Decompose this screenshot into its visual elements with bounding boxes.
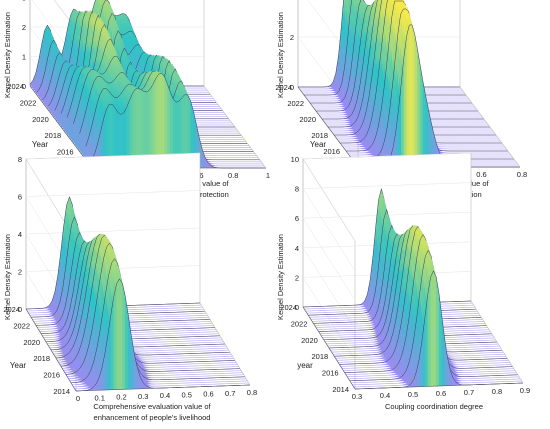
surface-facet	[346, 121, 350, 124]
surface-facet	[341, 107, 345, 110]
surface-facet	[363, 146, 367, 150]
z-tick-label: 3	[22, 0, 26, 3]
surface-facet	[363, 152, 367, 154]
surface-facet	[155, 73, 159, 169]
surface-facet	[343, 122, 347, 124]
surface-facet	[349, 129, 353, 132]
surface-facet	[344, 115, 348, 118]
surface-facet	[339, 105, 343, 108]
surface-facet	[345, 124, 349, 126]
surface-facet	[359, 145, 363, 148]
surface-facet	[341, 111, 345, 114]
surface-facet	[332, 91, 336, 94]
surface-facet	[341, 116, 345, 118]
surface-facet	[351, 135, 355, 138]
surface-facet	[347, 123, 351, 126]
y-tick-label: 2016	[57, 148, 74, 157]
surface-facet	[158, 73, 162, 169]
surface-facet	[344, 119, 348, 122]
surface-facet	[335, 95, 339, 98]
surface-facet	[354, 139, 358, 142]
surface-facet	[343, 113, 347, 116]
surface-facet	[210, 163, 214, 165]
surface-facet	[348, 132, 352, 134]
surface-facet	[353, 137, 357, 140]
z-axis-label: Kernel Density Estimation	[3, 12, 12, 98]
surface-facet	[361, 144, 365, 148]
y-tick-label: 2022	[20, 98, 37, 107]
z-tick-label: 0	[22, 82, 26, 91]
surface-facet	[202, 149, 206, 169]
z-tick-label: 1	[22, 53, 26, 62]
surface-facet	[336, 97, 340, 100]
surface-plot-1: 00.20.40.60.8120142016201820202022202401…	[3, 0, 270, 199]
surface-facet	[161, 72, 165, 169]
surface-facet	[367, 153, 371, 156]
x-tick-label: 1	[266, 171, 270, 180]
surface-facet	[329, 87, 333, 90]
y-tick-label: 2020	[32, 115, 49, 124]
surface-facet	[437, 146, 441, 148]
x-tick-label: 0.8	[228, 171, 238, 180]
surface-facet	[360, 147, 364, 150]
surface-facet	[348, 127, 352, 130]
surface-facet	[351, 131, 355, 134]
y-tick-label: 2018	[45, 131, 62, 140]
surface-facet	[330, 89, 334, 92]
surface-facet	[365, 154, 369, 156]
surface-facet	[366, 151, 370, 154]
y-axis-label: Year	[32, 140, 49, 149]
surface-facet	[438, 148, 442, 150]
surface-facet	[354, 134, 358, 138]
surface-facet	[338, 99, 342, 102]
surface-facet	[212, 164, 216, 167]
surface-facet	[338, 104, 342, 106]
z-tick-label: 2	[22, 23, 26, 32]
surface-facet	[441, 152, 445, 154]
surface-facet	[347, 130, 351, 132]
